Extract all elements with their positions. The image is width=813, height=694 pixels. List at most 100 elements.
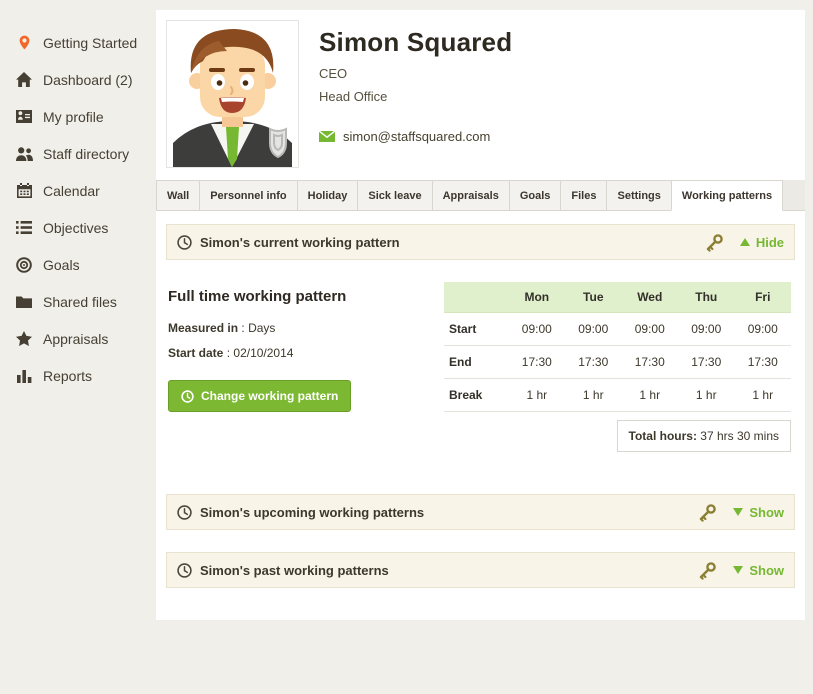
sidebar-item-label: My profile	[43, 108, 104, 125]
cell: 17:30	[508, 345, 566, 379]
sidebar-item-shared-files[interactable]: Shared files	[0, 283, 156, 320]
pattern-heading: Full time working pattern	[168, 288, 347, 305]
tab-sick-leave[interactable]: Sick leave	[357, 180, 433, 211]
pattern-details: Full time working pattern Measured in : …	[166, 282, 434, 452]
profile-header: Simon Squared CEO Head Office simon@staf…	[156, 10, 805, 168]
profile-card: Simon Squared CEO Head Office simon@staf…	[156, 10, 805, 620]
measured-in-value: Days	[248, 321, 276, 335]
separator: :	[241, 321, 245, 335]
key-icon	[705, 233, 724, 252]
clock-icon	[177, 234, 192, 250]
users-icon	[15, 145, 33, 162]
measured-in-label: Measured in	[168, 321, 239, 335]
list-icon	[15, 219, 33, 236]
tab-personnel-info[interactable]: Personnel info	[199, 180, 298, 211]
section-current-header: Simon's current working pattern Hide	[166, 224, 795, 260]
sidebar-item-label: Staff directory	[43, 145, 130, 162]
sidebar-item-objectives[interactable]: Objectives	[0, 209, 156, 246]
clock-icon	[177, 504, 192, 520]
change-working-pattern-button[interactable]: Change working pattern	[168, 380, 352, 412]
sidebar-item-label: Reports	[43, 367, 93, 384]
folder-icon	[15, 293, 33, 310]
cell: 17:30	[678, 345, 735, 379]
chevron-down-icon	[733, 508, 744, 516]
key-icon	[698, 503, 717, 522]
pattern-table-area: Mon Tue Wed Thu Fri Start 09:00 09:00 09	[444, 282, 791, 452]
cell: 1 hr	[621, 378, 678, 412]
sidebar-item-dashboard[interactable]: Dashboard (2)	[0, 61, 156, 98]
sidebar-item-getting-started[interactable]: Getting Started	[0, 24, 156, 61]
toggle-label: Hide	[755, 234, 784, 250]
cell: 1 hr	[678, 378, 735, 412]
tab-wall[interactable]: Wall	[156, 180, 201, 211]
tab-appraisals[interactable]: Appraisals	[431, 180, 510, 211]
tab-settings[interactable]: Settings	[606, 180, 672, 211]
table-row-start: Start 09:00 09:00 09:00 09:00 09:00	[444, 312, 791, 346]
pin-icon	[15, 34, 33, 51]
working-pattern-table: Mon Tue Wed Thu Fri Start 09:00 09:00 09	[444, 282, 791, 412]
current-pattern-panel: Full time working pattern Measured in : …	[156, 260, 805, 452]
day-header: Thu	[678, 282, 735, 313]
show-past-toggle[interactable]: Show	[733, 563, 784, 578]
show-upcoming-toggle[interactable]: Show	[733, 505, 784, 520]
sidebar-item-calendar[interactable]: Calendar	[0, 172, 156, 209]
home-icon	[15, 71, 33, 88]
sidebar-item-label: Calendar	[43, 182, 100, 199]
sidebar-item-staff-directory[interactable]: Staff directory	[0, 135, 156, 172]
profile-name: Simon Squared	[319, 27, 513, 57]
bar-chart-icon	[15, 367, 33, 384]
id-card-icon	[15, 108, 33, 125]
sidebar-item-label: Appraisals	[43, 330, 109, 347]
sidebar-item-goals[interactable]: Goals	[0, 246, 156, 283]
cell: 09:00	[678, 312, 735, 346]
email-row: simon@staffsquared.com	[319, 129, 512, 144]
section-title: Simon's current working pattern	[200, 234, 400, 250]
tab-working-patterns[interactable]: Working patterns	[670, 180, 784, 211]
tab-files[interactable]: Files	[560, 180, 608, 211]
measured-in-row: Measured in : Days	[168, 321, 434, 335]
target-icon	[15, 256, 33, 273]
sidebar-item-my-profile[interactable]: My profile	[0, 98, 156, 135]
section-title: Simon's upcoming working patterns	[200, 504, 425, 520]
key-icon	[698, 561, 717, 580]
tab-holiday[interactable]: Holiday	[296, 180, 359, 211]
calendar-icon	[15, 182, 33, 199]
cell: 1 hr	[734, 378, 791, 412]
chevron-up-icon	[739, 238, 750, 246]
history-clock-icon	[181, 389, 194, 403]
cell: 09:00	[621, 312, 678, 346]
cell: 1 hr	[565, 378, 622, 412]
sidebar-item-reports[interactable]: Reports	[0, 357, 156, 394]
day-header: Tue	[565, 282, 622, 313]
clock-icon	[177, 562, 192, 578]
email-link[interactable]: simon@staffsquared.com	[343, 129, 491, 144]
total-hours-value: 37 hrs 30 mins	[700, 429, 779, 443]
table-row-end: End 17:30 17:30 17:30 17:30 17:30	[444, 345, 791, 379]
sidebar-item-label: Shared files	[43, 293, 117, 310]
sidebar-item-appraisals[interactable]: Appraisals	[0, 320, 156, 357]
star-icon	[15, 330, 33, 347]
row-label: Break	[444, 378, 509, 412]
toggle-label: Show	[749, 562, 784, 578]
table-corner-cell	[444, 282, 509, 313]
cell: 17:30	[621, 345, 678, 379]
tab-goals[interactable]: Goals	[508, 180, 562, 211]
day-header: Fri	[734, 282, 791, 313]
day-header: Wed	[621, 282, 678, 313]
hide-toggle[interactable]: Hide	[739, 234, 784, 250]
sidebar-item-label: Goals	[43, 256, 80, 273]
sidebar-item-label: Objectives	[43, 219, 109, 236]
table-row-break: Break 1 hr 1 hr 1 hr 1 hr 1 hr	[444, 378, 791, 412]
toggle-label: Show	[749, 504, 784, 520]
start-date-value: 02/10/2014	[233, 346, 294, 360]
cell: 09:00	[565, 312, 622, 346]
total-hours: Total hours: 37 hrs 30 mins	[616, 420, 791, 452]
sidebar-item-label: Getting Started	[43, 34, 138, 51]
cell: 09:00	[734, 312, 791, 346]
row-label: Start	[444, 312, 509, 346]
section-upcoming-header: Simon's upcoming working patterns Show	[166, 494, 795, 530]
sidebar: Getting Started Dashboard (2) My profile…	[0, 0, 156, 394]
cell: 17:30	[565, 345, 622, 379]
section-title: Simon's past working patterns	[200, 562, 389, 578]
